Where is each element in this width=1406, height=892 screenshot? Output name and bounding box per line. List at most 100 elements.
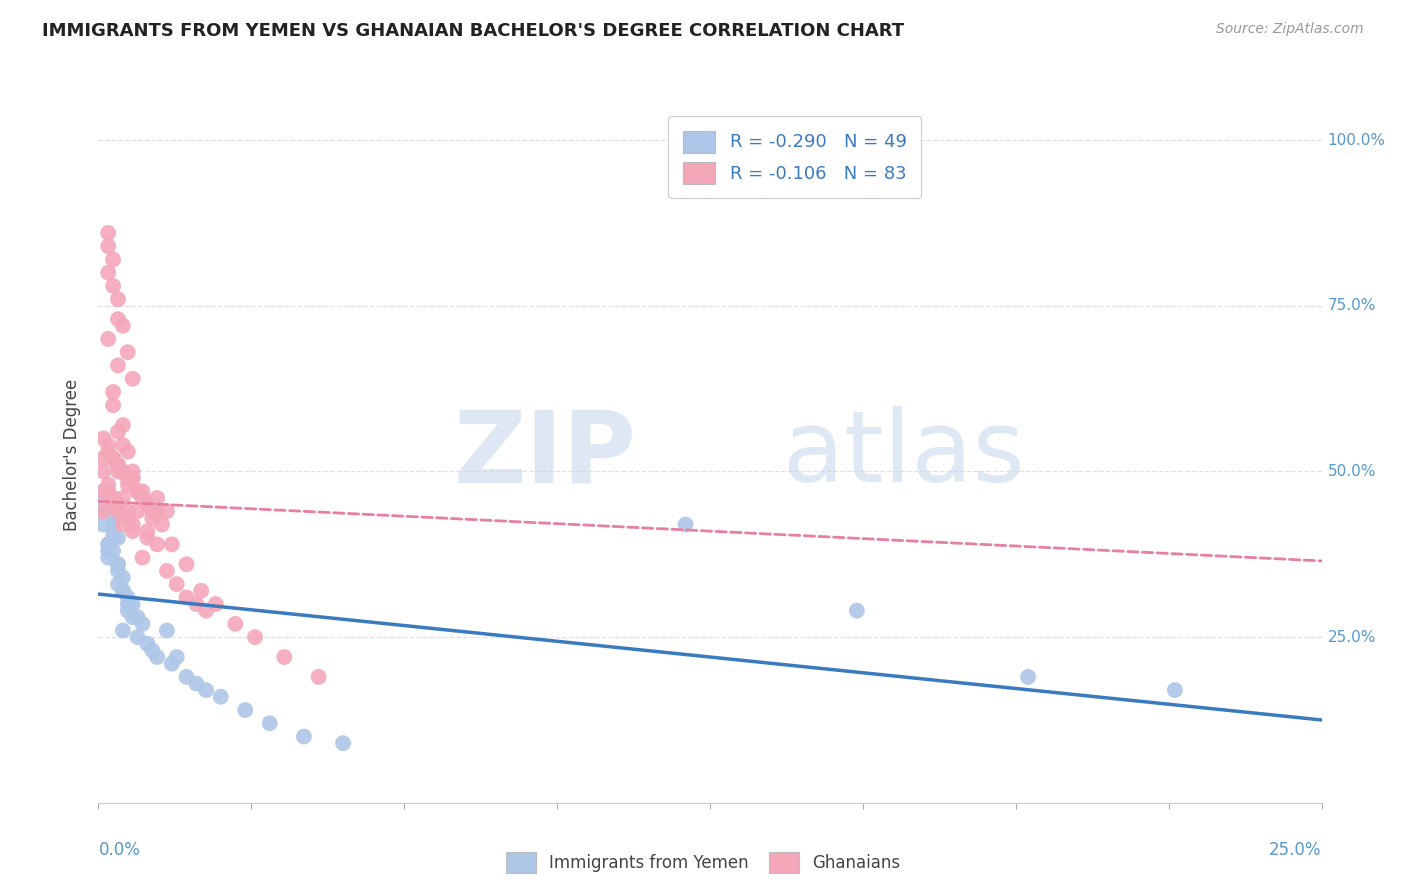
Point <box>91 504 114 518</box>
Point <box>190 583 212 598</box>
Point <box>166 650 188 665</box>
Point <box>141 511 163 525</box>
Point <box>107 425 129 439</box>
Point <box>166 577 188 591</box>
Point <box>91 484 114 499</box>
Point <box>117 504 139 518</box>
Point <box>107 558 129 572</box>
Point <box>117 444 139 458</box>
Point <box>117 511 139 525</box>
Point <box>136 498 159 512</box>
Point <box>101 517 124 532</box>
Point <box>332 736 354 750</box>
Text: 100.0%: 100.0% <box>1327 133 1386 148</box>
Point <box>176 591 198 605</box>
Point <box>97 498 120 512</box>
Point <box>101 451 124 466</box>
Point <box>107 312 129 326</box>
Point <box>121 465 143 479</box>
Text: Source: ZipAtlas.com: Source: ZipAtlas.com <box>1216 22 1364 37</box>
Point <box>117 591 139 605</box>
Point <box>146 650 169 665</box>
Point <box>127 484 149 499</box>
Point <box>205 597 228 611</box>
Point <box>97 444 120 458</box>
Point <box>101 498 124 512</box>
Point <box>259 716 281 731</box>
Text: 50.0%: 50.0% <box>1327 464 1376 479</box>
Point <box>101 384 124 399</box>
Point <box>156 504 179 518</box>
Point <box>156 624 179 638</box>
Point <box>136 531 159 545</box>
Point <box>1017 670 1039 684</box>
Point <box>121 517 143 532</box>
Point <box>131 550 153 565</box>
Point <box>146 504 169 518</box>
Point <box>91 451 114 466</box>
Point <box>97 266 120 280</box>
Point <box>107 531 129 545</box>
Point <box>101 531 124 545</box>
Point <box>97 477 120 491</box>
Point <box>101 398 124 412</box>
Point <box>91 431 114 445</box>
Point <box>111 624 134 638</box>
Point <box>101 451 124 466</box>
Point <box>131 491 153 505</box>
Y-axis label: Bachelor's Degree: Bachelor's Degree <box>63 379 82 531</box>
Point <box>127 484 149 499</box>
Text: ZIP: ZIP <box>454 407 637 503</box>
Point <box>150 517 173 532</box>
Point <box>107 359 129 373</box>
Point <box>127 504 149 518</box>
Point <box>107 458 129 472</box>
Point <box>195 683 218 698</box>
Point <box>675 517 697 532</box>
Point <box>107 577 129 591</box>
Point <box>91 484 114 499</box>
Point <box>111 583 134 598</box>
Point <box>91 491 114 505</box>
Text: atlas: atlas <box>783 407 1025 503</box>
Point <box>117 477 139 491</box>
Point <box>117 597 139 611</box>
Point <box>121 597 143 611</box>
Point <box>107 504 129 518</box>
Point <box>121 524 143 538</box>
Point <box>127 484 149 499</box>
Point <box>186 597 208 611</box>
Point <box>97 537 120 551</box>
Point <box>117 345 139 359</box>
Point <box>97 239 120 253</box>
Point <box>107 292 129 306</box>
Point <box>243 630 266 644</box>
Text: 25.0%: 25.0% <box>1327 630 1376 645</box>
Point <box>97 438 120 452</box>
Text: 25.0%: 25.0% <box>1270 841 1322 859</box>
Point <box>111 465 134 479</box>
Point <box>111 517 134 532</box>
Point <box>136 637 159 651</box>
Point <box>131 484 153 499</box>
Point <box>127 610 149 624</box>
Point <box>97 484 120 499</box>
Point <box>233 703 256 717</box>
Point <box>127 484 149 499</box>
Point <box>107 465 129 479</box>
Text: 75.0%: 75.0% <box>1327 298 1376 313</box>
Point <box>845 604 868 618</box>
Point <box>121 610 143 624</box>
Point <box>176 558 198 572</box>
Point <box>141 504 163 518</box>
Point <box>91 517 114 532</box>
Point <box>146 491 169 505</box>
Point <box>224 616 246 631</box>
Point <box>117 604 139 618</box>
Legend: Immigrants from Yemen, Ghanaians: Immigrants from Yemen, Ghanaians <box>499 846 907 880</box>
Point <box>101 252 124 267</box>
Point <box>136 524 159 538</box>
Point <box>101 279 124 293</box>
Point <box>111 465 134 479</box>
Point <box>107 564 129 578</box>
